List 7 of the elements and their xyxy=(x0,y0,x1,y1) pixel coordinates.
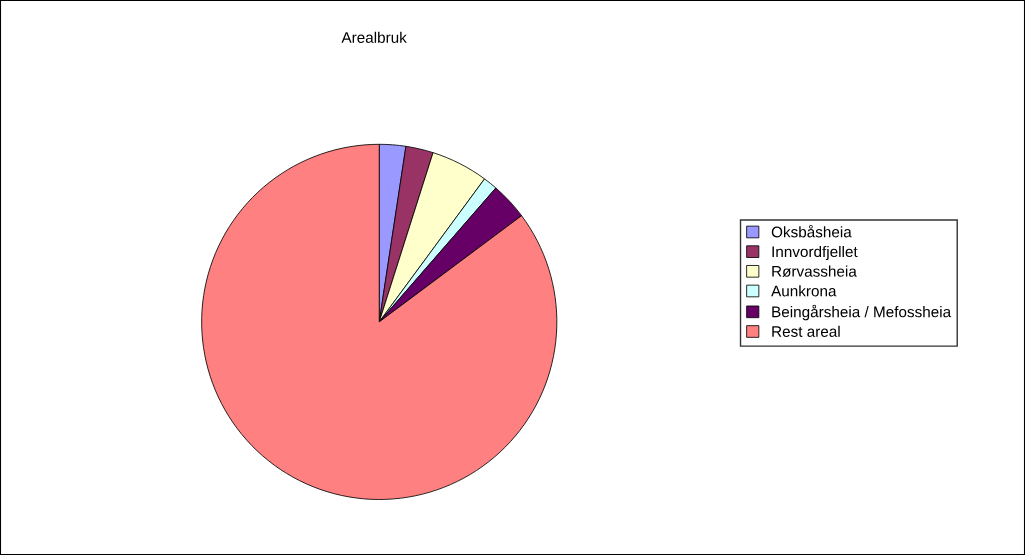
legend-label: Innvordfjellet xyxy=(772,245,858,261)
chart-title: Arealbruk xyxy=(341,31,407,43)
legend-label: Aunkrona xyxy=(771,285,837,297)
legend-label: Rørvassheia xyxy=(772,265,857,277)
legend-label: Beingårsheia / Mefossheia xyxy=(772,304,952,321)
legend-label: Oksbåsheia xyxy=(771,224,852,238)
legend-label: Rest areal xyxy=(772,325,840,337)
